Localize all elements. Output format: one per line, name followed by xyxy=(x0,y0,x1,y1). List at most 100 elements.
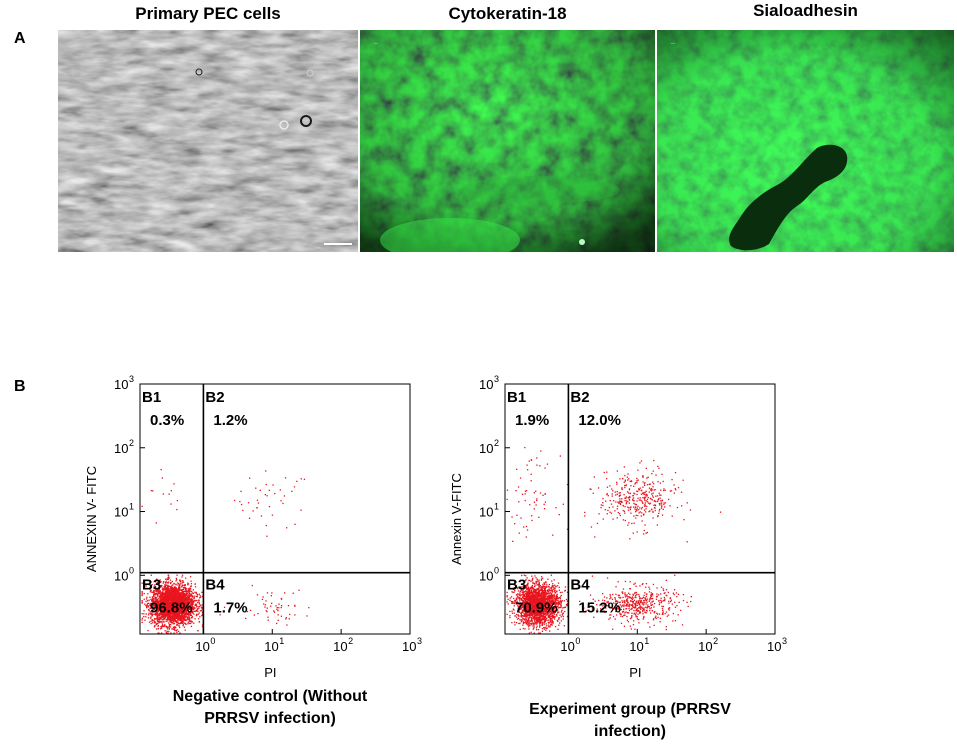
data-point xyxy=(240,490,242,492)
data-point xyxy=(152,610,154,612)
data-point xyxy=(525,525,528,528)
data-point xyxy=(529,610,531,612)
data-point xyxy=(622,477,624,480)
data-point xyxy=(552,595,555,597)
data-point xyxy=(167,590,169,593)
data-point xyxy=(240,503,243,506)
data-point xyxy=(151,606,153,608)
data-point xyxy=(186,618,189,620)
data-point xyxy=(525,619,528,621)
data-point xyxy=(518,532,520,534)
data-point xyxy=(534,608,536,610)
data-point xyxy=(189,587,191,589)
data-point xyxy=(589,488,591,490)
data-point xyxy=(517,610,519,612)
data-point xyxy=(157,628,159,630)
data-point xyxy=(560,594,562,597)
data-point xyxy=(177,613,179,615)
data-point xyxy=(184,588,186,590)
data-point xyxy=(527,469,529,471)
data-point xyxy=(162,613,164,615)
panel-a-label: A xyxy=(14,30,26,47)
data-point xyxy=(559,455,561,457)
data-point xyxy=(167,596,169,598)
data-point xyxy=(164,608,166,610)
data-point xyxy=(177,610,180,612)
data-point xyxy=(271,514,274,516)
data-point xyxy=(527,624,530,626)
data-point xyxy=(607,495,609,497)
data-point xyxy=(181,599,183,601)
data-point xyxy=(539,621,541,624)
data-point xyxy=(544,583,546,585)
data-point xyxy=(168,589,170,591)
data-point xyxy=(168,599,170,601)
data-point xyxy=(161,608,163,610)
data-point xyxy=(535,597,538,599)
data-point xyxy=(182,605,184,607)
data-point xyxy=(632,532,634,534)
data-point xyxy=(584,515,586,517)
x-tick-exponent: 1 xyxy=(279,636,284,646)
data-point xyxy=(158,604,160,606)
data-point xyxy=(539,622,541,625)
data-point xyxy=(164,593,167,595)
data-point xyxy=(300,478,302,480)
data-point xyxy=(157,588,159,591)
data-point xyxy=(527,626,530,628)
data-point xyxy=(643,493,645,495)
data-point xyxy=(294,523,296,525)
data-point xyxy=(170,616,172,618)
data-point xyxy=(161,597,163,599)
data-point xyxy=(520,603,522,606)
data-point xyxy=(278,607,280,609)
data-point xyxy=(286,624,288,626)
data-point xyxy=(556,608,558,610)
data-point xyxy=(157,582,159,584)
data-point xyxy=(529,622,531,625)
data-point xyxy=(182,609,184,611)
data-point xyxy=(151,584,153,586)
data-point xyxy=(280,605,283,607)
data-point xyxy=(520,612,522,614)
data-point xyxy=(535,490,537,492)
data-point xyxy=(543,590,545,592)
data-point xyxy=(191,607,193,609)
data-point xyxy=(626,491,629,493)
data-point xyxy=(163,613,166,615)
data-point xyxy=(161,604,163,606)
data-point xyxy=(633,502,635,505)
data-point xyxy=(540,618,542,620)
data-point xyxy=(169,596,171,598)
data-point xyxy=(141,592,143,594)
data-point xyxy=(175,599,177,601)
data-point xyxy=(201,612,204,614)
panel-b-label: B xyxy=(14,378,26,395)
data-point xyxy=(519,622,521,625)
data-point xyxy=(528,623,530,626)
data-point xyxy=(189,599,191,602)
data-point xyxy=(176,623,179,625)
data-point xyxy=(182,615,184,617)
data-point xyxy=(547,597,549,599)
data-point xyxy=(188,597,191,599)
data-point xyxy=(551,601,553,604)
data-point xyxy=(564,610,566,613)
data-point xyxy=(539,632,541,634)
data-point xyxy=(150,589,152,591)
data-point xyxy=(157,588,159,590)
data-point xyxy=(520,605,522,607)
data-point xyxy=(179,587,181,589)
data-point xyxy=(549,630,551,632)
data-point xyxy=(663,503,665,506)
data-point xyxy=(161,624,164,626)
data-point xyxy=(170,588,172,590)
data-point xyxy=(172,587,174,589)
data-point xyxy=(174,611,176,613)
data-point xyxy=(178,607,180,609)
data-point xyxy=(166,630,168,632)
data-point xyxy=(188,622,191,625)
data-point xyxy=(172,597,174,599)
data-point xyxy=(668,498,670,501)
data-point xyxy=(673,484,675,486)
